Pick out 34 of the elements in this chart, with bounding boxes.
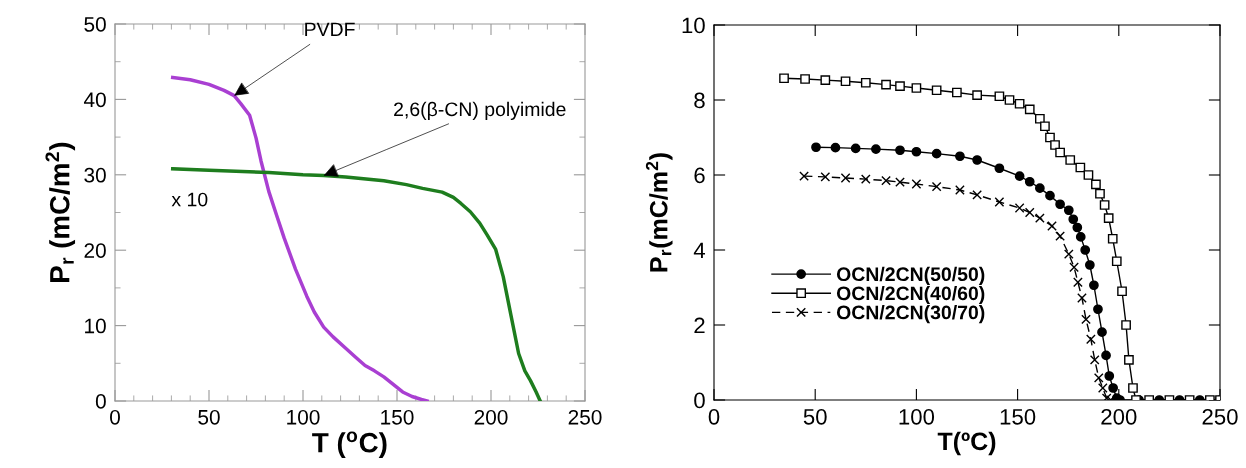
y-tick-label: 50 [84, 17, 106, 32]
y-tick-label: 4 [693, 242, 706, 259]
x-tick-label: 150 [1000, 408, 1036, 425]
x-tick-label: 250 [1202, 408, 1238, 425]
y-tick-label: 30 [84, 167, 106, 183]
x-tick-label: 0 [708, 408, 720, 425]
y-tick-label: 0 [95, 394, 106, 409]
y-tick-label: 0 [694, 392, 705, 409]
legend-label: OCN/2CN(50/50) [836, 266, 985, 285]
x-tick-label: 250 [568, 409, 602, 425]
x-tick-label: 100 [899, 408, 935, 425]
legend-label: OCN/2CN(30/70) [836, 305, 985, 324]
x-tick-label: 50 [198, 409, 220, 425]
x-axis-title: T ($^{o}$C) [312, 431, 387, 459]
x-tick-label: 50 [803, 408, 827, 425]
x-tick-label: 150 [381, 409, 414, 425]
x-tick-label: 100 [287, 409, 320, 425]
y-tick-label: 6 [694, 167, 705, 184]
x-tick-label: 200 [474, 409, 508, 425]
y-tick-label: 10 [85, 318, 106, 334]
x-tick-label: 200 [1101, 408, 1137, 425]
legend-label: OCN/2CN(40/60) [836, 285, 985, 305]
y-tick-label: 8 [694, 92, 705, 109]
y-tick-label: 20 [84, 243, 106, 258]
y-axis-title: P$_{r}$ (mC/m$^{2}$) [45, 142, 76, 282]
annotation: x 10 [171, 192, 208, 207]
y-tick-label: 40 [83, 92, 106, 108]
x-axis-title: T(ºC) [937, 431, 996, 456]
annotation: PVDF [305, 22, 355, 37]
y-axis-title: P$_{r}$(mC/m$^{2}$) [645, 153, 673, 272]
x-tick-label: 0 [110, 409, 120, 425]
y-tick-label: 2 [694, 317, 705, 334]
y-tick-label: 10 [682, 17, 705, 34]
annotation: 2,6(β-CN) polyimide [394, 101, 566, 120]
